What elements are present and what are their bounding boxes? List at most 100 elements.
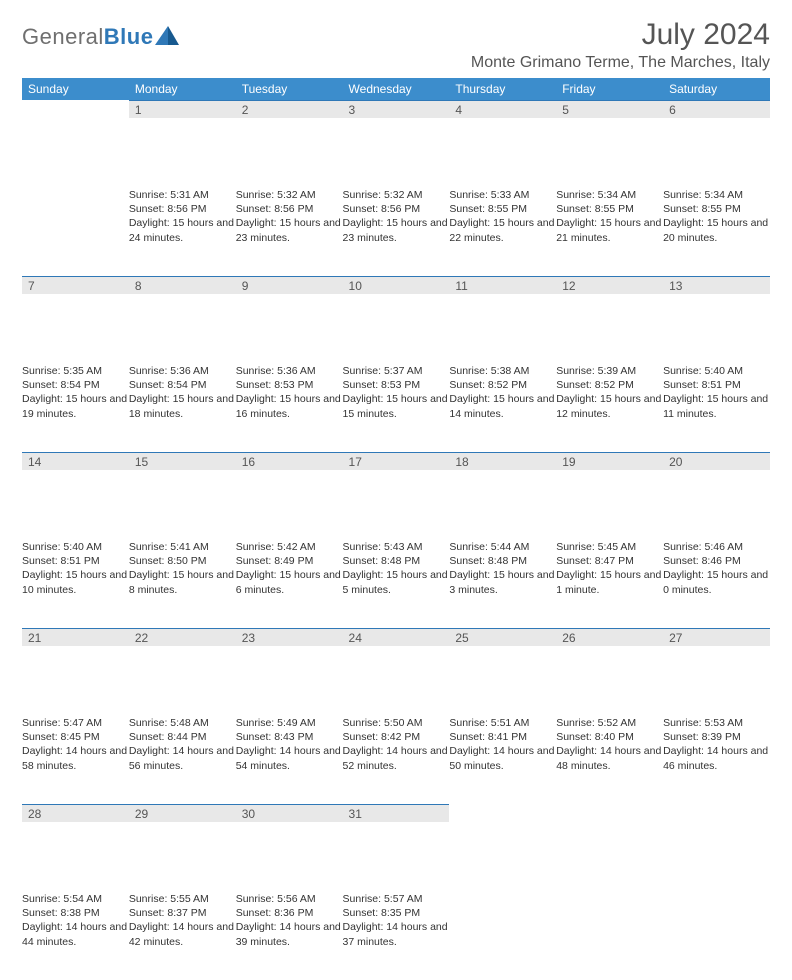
day-cell: Sunrise: 5:51 AMSunset: 8:41 PMDaylight:… — [449, 716, 556, 804]
day-cell-text: Sunrise: 5:33 AMSunset: 8:55 PMDaylight:… — [449, 188, 556, 245]
day-number: 15 — [129, 452, 236, 470]
day-cell-text: Sunrise: 5:31 AMSunset: 8:56 PMDaylight:… — [129, 188, 236, 245]
day-number-cell: 28 — [22, 804, 129, 892]
day-cell-text: Sunrise: 5:51 AMSunset: 8:41 PMDaylight:… — [449, 716, 556, 773]
day-number-cell: 23 — [236, 628, 343, 716]
day-number-cell: 17 — [343, 452, 450, 540]
day-cell-text: Sunrise: 5:44 AMSunset: 8:48 PMDaylight:… — [449, 540, 556, 597]
day-cell-text: Sunrise: 5:56 AMSunset: 8:36 PMDaylight:… — [236, 892, 343, 949]
day-cell: Sunrise: 5:49 AMSunset: 8:43 PMDaylight:… — [236, 716, 343, 804]
day-cell: Sunrise: 5:38 AMSunset: 8:52 PMDaylight:… — [449, 364, 556, 452]
week-body-row: Sunrise: 5:54 AMSunset: 8:38 PMDaylight:… — [22, 892, 770, 980]
day-cell-text: Sunrise: 5:34 AMSunset: 8:55 PMDaylight:… — [556, 188, 663, 245]
day-cell: Sunrise: 5:32 AMSunset: 8:56 PMDaylight:… — [343, 188, 450, 276]
day-number: 19 — [556, 452, 663, 470]
day-number: 23 — [236, 628, 343, 646]
day-number: 4 — [449, 100, 556, 118]
day-number-cell: 2 — [236, 100, 343, 188]
day-number-cell: 3 — [343, 100, 450, 188]
day-number: 14 — [22, 452, 129, 470]
day-number-cell: 24 — [343, 628, 450, 716]
day-number-cell: 1 — [129, 100, 236, 188]
day-number-cell: 29 — [129, 804, 236, 892]
day-number-cell: 9 — [236, 276, 343, 364]
day-cell — [663, 892, 770, 980]
day-cell-text: Sunrise: 5:32 AMSunset: 8:56 PMDaylight:… — [236, 188, 343, 245]
day-cell: Sunrise: 5:34 AMSunset: 8:55 PMDaylight:… — [663, 188, 770, 276]
week-daynum-row: 28293031 — [22, 804, 770, 892]
week-body-row: Sunrise: 5:47 AMSunset: 8:45 PMDaylight:… — [22, 716, 770, 804]
day-number-cell — [556, 804, 663, 892]
day-cell: Sunrise: 5:40 AMSunset: 8:51 PMDaylight:… — [663, 364, 770, 452]
day-number — [663, 804, 770, 822]
week-body-row: Sunrise: 5:35 AMSunset: 8:54 PMDaylight:… — [22, 364, 770, 452]
day-number: 16 — [236, 452, 343, 470]
day-number: 24 — [343, 628, 450, 646]
day-number: 29 — [129, 804, 236, 822]
day-number: 7 — [22, 276, 129, 294]
day-number: 20 — [663, 452, 770, 470]
day-number-cell: 16 — [236, 452, 343, 540]
day-number-cell: 25 — [449, 628, 556, 716]
day-number: 21 — [22, 628, 129, 646]
day-cell-text: Sunrise: 5:36 AMSunset: 8:54 PMDaylight:… — [129, 364, 236, 421]
day-number-cell: 21 — [22, 628, 129, 716]
day-cell-text: Sunrise: 5:48 AMSunset: 8:44 PMDaylight:… — [129, 716, 236, 773]
day-cell-text: Sunrise: 5:52 AMSunset: 8:40 PMDaylight:… — [556, 716, 663, 773]
day-header: Wednesday — [343, 78, 450, 100]
title-block: July 2024 Monte Grimano Terme, The March… — [471, 18, 770, 72]
calendar-table: Sunday Monday Tuesday Wednesday Thursday… — [22, 78, 770, 980]
day-number: 2 — [236, 100, 343, 118]
day-cell: Sunrise: 5:57 AMSunset: 8:35 PMDaylight:… — [343, 892, 450, 980]
day-number-cell: 22 — [129, 628, 236, 716]
day-cell: Sunrise: 5:40 AMSunset: 8:51 PMDaylight:… — [22, 540, 129, 628]
day-cell-text: Sunrise: 5:46 AMSunset: 8:46 PMDaylight:… — [663, 540, 770, 597]
day-header: Saturday — [663, 78, 770, 100]
day-cell: Sunrise: 5:52 AMSunset: 8:40 PMDaylight:… — [556, 716, 663, 804]
day-header: Thursday — [449, 78, 556, 100]
day-cell-text: Sunrise: 5:47 AMSunset: 8:45 PMDaylight:… — [22, 716, 129, 773]
brand-icon — [155, 23, 181, 50]
day-number-cell: 18 — [449, 452, 556, 540]
brand-logo: GeneralBlue — [22, 24, 181, 50]
day-number: 22 — [129, 628, 236, 646]
day-number: 26 — [556, 628, 663, 646]
day-number-cell: 5 — [556, 100, 663, 188]
day-cell-text: Sunrise: 5:49 AMSunset: 8:43 PMDaylight:… — [236, 716, 343, 773]
brand-part1: General — [22, 24, 104, 49]
week-daynum-row: 123456 — [22, 100, 770, 188]
day-number: 5 — [556, 100, 663, 118]
brand-text: GeneralBlue — [22, 24, 153, 50]
brand-part2: Blue — [104, 24, 154, 49]
week-daynum-row: 21222324252627 — [22, 628, 770, 716]
day-cell — [556, 892, 663, 980]
day-cell-text: Sunrise: 5:45 AMSunset: 8:47 PMDaylight:… — [556, 540, 663, 597]
week-body-row: Sunrise: 5:40 AMSunset: 8:51 PMDaylight:… — [22, 540, 770, 628]
day-number — [22, 100, 129, 118]
day-header: Tuesday — [236, 78, 343, 100]
day-number-cell: 30 — [236, 804, 343, 892]
day-cell: Sunrise: 5:50 AMSunset: 8:42 PMDaylight:… — [343, 716, 450, 804]
day-number-cell: 19 — [556, 452, 663, 540]
day-cell: Sunrise: 5:42 AMSunset: 8:49 PMDaylight:… — [236, 540, 343, 628]
day-number-cell: 27 — [663, 628, 770, 716]
day-cell-text: Sunrise: 5:42 AMSunset: 8:49 PMDaylight:… — [236, 540, 343, 597]
day-header: Friday — [556, 78, 663, 100]
day-number: 17 — [343, 452, 450, 470]
day-number-cell: 20 — [663, 452, 770, 540]
day-cell: Sunrise: 5:55 AMSunset: 8:37 PMDaylight:… — [129, 892, 236, 980]
day-cell: Sunrise: 5:35 AMSunset: 8:54 PMDaylight:… — [22, 364, 129, 452]
day-cell — [22, 188, 129, 276]
day-number: 30 — [236, 804, 343, 822]
header: GeneralBlue July 2024 Monte Grimano Term… — [22, 18, 770, 72]
day-number: 6 — [663, 100, 770, 118]
week-body-row: Sunrise: 5:31 AMSunset: 8:56 PMDaylight:… — [22, 188, 770, 276]
day-number: 28 — [22, 804, 129, 822]
day-cell-text: Sunrise: 5:57 AMSunset: 8:35 PMDaylight:… — [343, 892, 450, 949]
day-cell: Sunrise: 5:37 AMSunset: 8:53 PMDaylight:… — [343, 364, 450, 452]
day-number-cell: 31 — [343, 804, 450, 892]
location-subtitle: Monte Grimano Terme, The Marches, Italy — [471, 54, 770, 72]
day-number-cell: 12 — [556, 276, 663, 364]
day-cell: Sunrise: 5:39 AMSunset: 8:52 PMDaylight:… — [556, 364, 663, 452]
calendar-body: 123456Sunrise: 5:31 AMSunset: 8:56 PMDay… — [22, 100, 770, 980]
